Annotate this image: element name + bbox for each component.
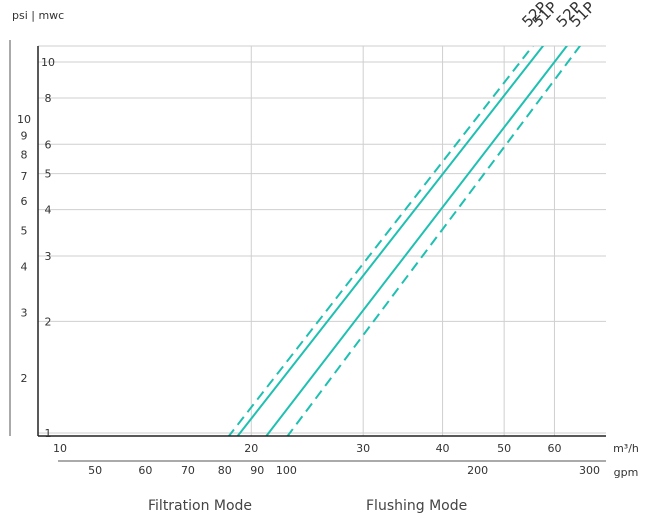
x-tick-label-gpm-200: 200 [467,464,488,477]
y-tick-label-psi-3: 3 [21,307,28,320]
caption-filtration-mode: Filtration Mode [148,498,253,514]
x-tick-label-gpm-50: 50 [88,464,102,477]
y-tick-label-mwc-8: 8 [45,92,52,105]
y-tick-label-psi-7: 7 [21,170,28,183]
x-axis-unit-m3h: m³/h [613,442,639,455]
y-tick-label-mwc-10: 10 [41,56,55,69]
series-line-52P-1 [227,46,534,436]
y-tick-label-mwc-5: 5 [45,168,52,181]
x-tick-label-m3h-30: 30 [356,442,370,455]
axis-labels: psi | mwc 1 2 3 4 5 6 8 10 2 3 4 5 6 7 8 9 10 10 20 30 40 50 60… [12,9,639,479]
grid-lines [38,45,606,436]
x-tick-label-gpm-300: 300 [579,464,600,477]
plot-frame [9,40,606,462]
x-tick-label-gpm-90: 90 [250,464,264,477]
x-tick-label-gpm-80: 80 [218,464,232,477]
x-tick-label-m3h-60: 60 [547,442,561,455]
y-tick-label-mwc-4: 4 [45,204,52,217]
y-tick-label-mwc-6: 6 [45,138,52,151]
y-tick-label-psi-10: 10 [17,113,31,126]
series-line-51P-4 [286,46,582,436]
x-tick-label-gpm-100: 100 [276,464,297,477]
x-tick-label-m3h-20: 20 [244,442,258,455]
x-tick-label-m3h-50: 50 [497,442,511,455]
y-axis-title: psi | mwc [12,9,64,22]
series-line-52P-3 [265,46,569,436]
x-tick-label-m3h-40: 40 [436,442,450,455]
y-tick-label-mwc-3: 3 [45,250,52,263]
y-tick-label-psi-2: 2 [21,372,28,385]
y-tick-label-psi-5: 5 [21,224,28,237]
y-tick-label-psi-9: 9 [21,130,28,143]
y-tick-label-psi-4: 4 [21,260,28,273]
x-tick-label-gpm-70: 70 [181,464,195,477]
x-tick-label-m3h-10: 10 [53,442,67,455]
y-tick-label-psi-8: 8 [21,149,28,162]
caption-flushing-mode: Flushing Mode [366,498,468,514]
x-axis-unit-gpm: gpm [614,466,639,479]
x-tick-label-gpm-60: 60 [138,464,152,477]
y-tick-label-psi-6: 6 [21,195,28,208]
y-tick-label-mwc-2: 2 [45,315,52,328]
y-tick-label-mwc-1: 1 [45,427,52,440]
series-line-51P-2 [236,46,545,436]
